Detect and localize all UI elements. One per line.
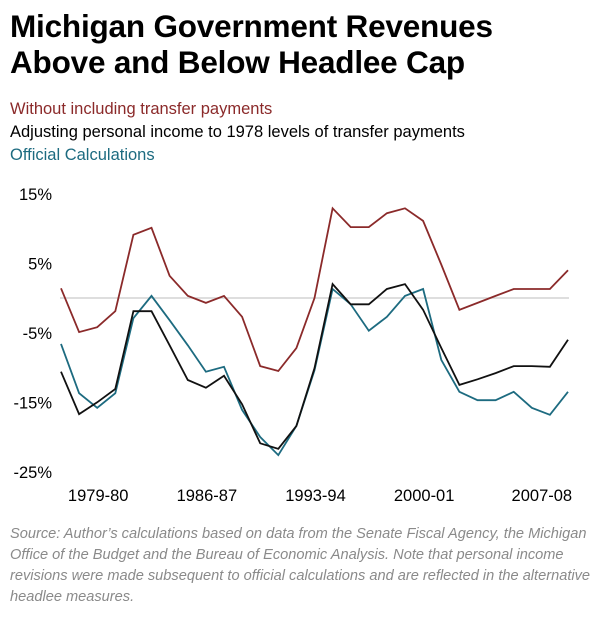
chart-title-line-1: Michigan Government Revenues — [10, 8, 493, 44]
chart-title-line-2: Above and Below Headlee Cap — [10, 44, 465, 80]
legend-item-without-transfers: Without including transfer payments — [10, 100, 273, 118]
legend: Without including transfer payments Adju… — [10, 98, 465, 167]
series-line-official — [60, 287, 569, 457]
legend-item-official: Official Calculations — [10, 146, 155, 164]
x-axis-ticks: 1979-80 1986-87 1993-94 2000-01 2007-08 — [68, 487, 572, 505]
series-line-without-transfers — [60, 206, 569, 373]
y-tick-label: -5% — [23, 325, 53, 343]
series-lines — [60, 206, 569, 457]
y-tick-label: -15% — [13, 394, 52, 412]
x-tick-label: 1979-80 — [68, 487, 129, 505]
x-tick-label: 1993-94 — [285, 487, 346, 505]
x-tick-label: 2007-08 — [512, 487, 573, 505]
series-line-adjusted-1978 — [60, 282, 569, 450]
y-axis-ticks: 15% 5% -5% -15% -25% — [13, 186, 52, 482]
y-tick-label: 5% — [28, 255, 52, 273]
source-note: Source: Author’s calculations based on d… — [10, 526, 591, 605]
y-tick-label: -25% — [13, 464, 52, 482]
y-tick-label: 15% — [19, 186, 52, 204]
legend-item-adjusted-1978: Adjusting personal income to 1978 levels… — [10, 123, 465, 141]
x-tick-label: 2000-01 — [394, 487, 455, 505]
chart-title: Michigan Government Revenues Above and B… — [10, 8, 595, 80]
x-tick-label: 1986-87 — [177, 487, 238, 505]
line-chart: 15% 5% -5% -15% -25% 1979-80 1986-87 1993-94 20… — [13, 186, 572, 505]
